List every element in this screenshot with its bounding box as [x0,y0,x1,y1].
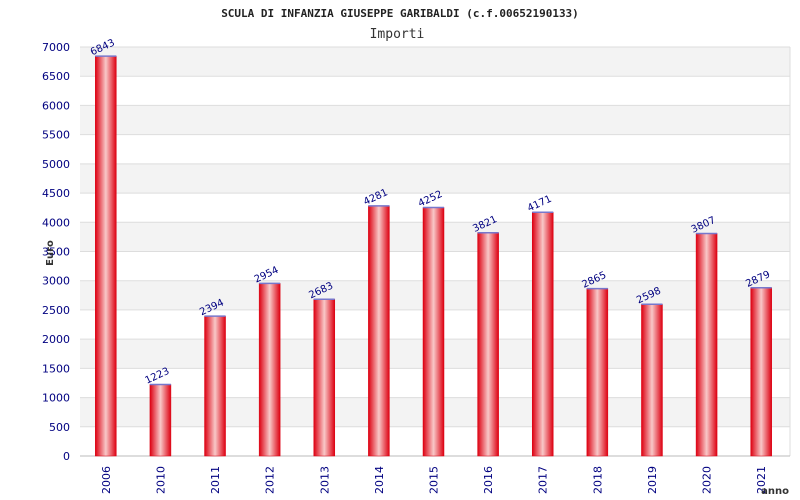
y-tick-label: 6500 [42,70,70,83]
y-tick-label: 4500 [42,187,70,200]
bar [313,298,336,457]
y-tick-label: 0 [63,450,70,463]
y-tick-label: 2500 [42,304,70,317]
bar [750,287,772,457]
x-axis-label: anno [761,486,789,497]
bar [586,288,609,457]
y-tick-label: 4000 [42,216,70,229]
x-tick-label: 2021 [755,466,768,494]
x-tick-label: 2006 [100,466,113,494]
chart-title: SCULA DI INFANZIA GIUSEPPE GARIBALDI (c.… [221,7,579,20]
bar [531,212,554,457]
y-tick-label: 500 [49,421,70,434]
bar [258,283,281,457]
y-tick-label: 7000 [42,41,70,54]
x-tick-label: 2017 [537,466,550,494]
chart-subtitle: Importi [370,27,425,42]
y-tick-label: 2000 [42,333,70,346]
y-tick-label: 1000 [42,392,70,405]
x-tick-label: 2019 [646,466,659,494]
bar [422,207,445,457]
y-tick-label: 6000 [42,99,70,112]
x-tick-label: 2020 [701,466,714,494]
y-tick-label: 3000 [42,275,70,288]
grid-band [80,47,790,77]
bar [641,303,663,457]
y-tick-label: 5000 [42,158,70,171]
bar [204,315,226,457]
x-tick-label: 2010 [154,466,167,494]
x-tick-label: 2018 [591,466,604,494]
x-tick-label: 2015 [428,466,441,494]
y-tick-label: 1500 [42,362,70,375]
bar [368,205,390,457]
bar [695,233,718,457]
x-tick-label: 2012 [264,466,277,494]
data-label: 4171 [526,194,554,215]
x-tick-label: 2016 [482,466,495,494]
x-tick-label: 2014 [373,466,386,494]
x-tick-label: 2011 [209,466,222,494]
bar [95,55,117,457]
data-label: 1223 [144,366,172,387]
grid-band [80,163,790,194]
y-axis-label: Euro [45,240,56,266]
bar [477,232,499,457]
bar [149,384,172,457]
y-tick-label: 3500 [42,246,70,259]
x-tick-label: 2013 [318,466,331,494]
y-tick-label: 5500 [42,129,70,142]
grid-band [80,105,790,135]
